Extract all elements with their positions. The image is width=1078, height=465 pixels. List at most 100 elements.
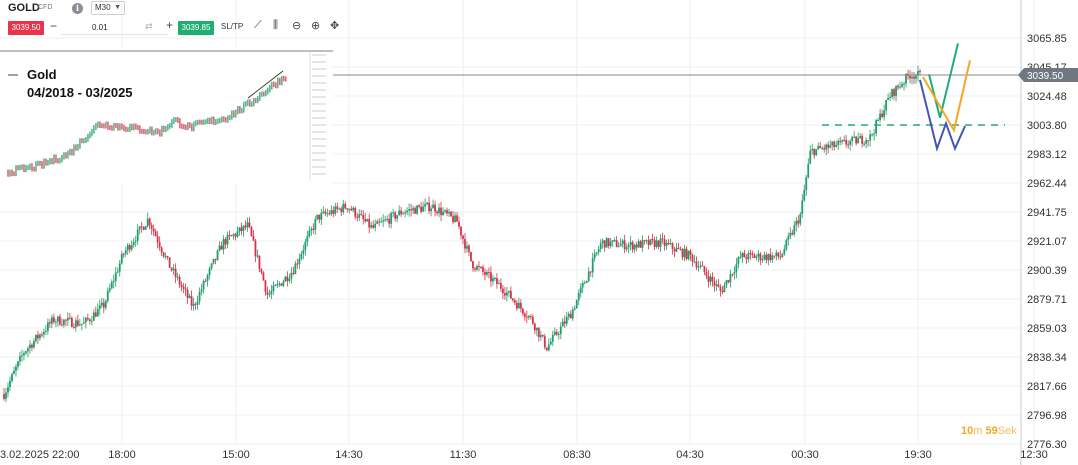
candle-body bbox=[833, 141, 836, 147]
candle-body bbox=[240, 227, 243, 231]
candle-body bbox=[96, 309, 99, 317]
candle-body bbox=[454, 215, 456, 223]
candle-body bbox=[298, 258, 301, 264]
candle-body bbox=[134, 240, 137, 242]
candle-body bbox=[378, 221, 381, 223]
price-tick-label: 2941.75 bbox=[1027, 207, 1067, 219]
candle-body bbox=[160, 247, 163, 253]
candle-body bbox=[194, 303, 197, 305]
candle-body bbox=[919, 70, 921, 72]
candle-body bbox=[180, 284, 183, 287]
candle-body bbox=[507, 290, 510, 293]
candle-body bbox=[739, 257, 742, 259]
quantity-input[interactable]: 0.01 bbox=[61, 21, 168, 35]
candle-body bbox=[220, 245, 223, 250]
candle-body bbox=[531, 316, 534, 324]
candle-body bbox=[490, 272, 492, 282]
candle-body bbox=[186, 290, 189, 298]
candle-body bbox=[344, 203, 347, 209]
candle-body bbox=[488, 272, 490, 274]
candle-body bbox=[58, 316, 61, 325]
candle-body bbox=[913, 76, 915, 79]
candle-body bbox=[484, 271, 486, 275]
sell-button[interactable]: 3039.50 bbox=[8, 21, 44, 35]
candle-body bbox=[66, 317, 69, 321]
candle-body bbox=[166, 256, 169, 258]
candle-body bbox=[607, 238, 610, 246]
candle-body bbox=[725, 280, 728, 286]
candle-body bbox=[751, 253, 754, 255]
candle-body bbox=[228, 235, 231, 237]
candle-body bbox=[755, 256, 758, 259]
candle-body bbox=[70, 317, 73, 327]
price-tick-label: 3065.85 bbox=[1027, 33, 1067, 45]
buy-button[interactable]: 3039.85 bbox=[178, 21, 214, 35]
candle-body bbox=[757, 253, 760, 257]
candle-body bbox=[200, 289, 203, 292]
candle-body bbox=[130, 245, 133, 250]
candle-body bbox=[693, 261, 696, 263]
candle-body bbox=[382, 220, 385, 222]
timeframe-select[interactable]: M30 ▼ bbox=[91, 1, 125, 15]
crosshair-icon[interactable]: ✥ bbox=[330, 20, 340, 32]
candle-body bbox=[494, 278, 496, 280]
candle-body bbox=[713, 281, 716, 286]
candle-body bbox=[222, 239, 225, 250]
candle-body bbox=[462, 235, 464, 239]
info-icon[interactable]: i bbox=[72, 3, 83, 14]
chart-type-icon[interactable]: ⟋ bbox=[254, 19, 262, 31]
candle-body bbox=[589, 271, 592, 273]
candle-body bbox=[276, 283, 279, 286]
candle-body bbox=[703, 266, 706, 273]
candle-body bbox=[302, 250, 305, 254]
candle-body bbox=[887, 97, 889, 101]
candle-body bbox=[330, 210, 333, 215]
candle-body bbox=[795, 220, 798, 226]
candle-body bbox=[853, 136, 856, 138]
candle-body bbox=[533, 323, 536, 331]
indicators-icon[interactable]: ⫼ bbox=[273, 19, 279, 31]
candle-body bbox=[364, 218, 367, 222]
candle-body bbox=[7, 387, 9, 393]
candle-body bbox=[290, 272, 293, 279]
candle-body bbox=[889, 96, 891, 98]
candle-body bbox=[563, 321, 566, 324]
sltp-button[interactable]: SL/TP bbox=[221, 22, 244, 31]
candle-body bbox=[466, 245, 468, 249]
trade-toolbar: GOLD CFD i M30 ▼ 3039.50 − 0.01 ⇄ + 3039… bbox=[0, 0, 400, 48]
candle-body bbox=[470, 251, 472, 262]
zoom-out-icon[interactable]: ⊖ bbox=[292, 20, 302, 32]
candle-body bbox=[803, 189, 806, 201]
candle-body bbox=[396, 215, 399, 219]
zoom-in-icon[interactable]: ⊕ bbox=[311, 20, 321, 32]
candle-body bbox=[13, 370, 15, 374]
candle-body bbox=[402, 213, 405, 215]
candle-body bbox=[406, 210, 409, 213]
candle-body bbox=[328, 213, 331, 215]
candle-body bbox=[623, 240, 626, 250]
scenario-line bbox=[922, 60, 971, 134]
candle-body bbox=[190, 296, 193, 306]
candle-body bbox=[809, 150, 812, 164]
candle-body bbox=[523, 313, 526, 317]
candle-body bbox=[825, 144, 828, 150]
price-tick-label: 2817.66 bbox=[1027, 381, 1067, 393]
decrease-quantity-icon[interactable]: − bbox=[50, 19, 58, 33]
candle-body bbox=[917, 70, 919, 76]
price-tick-label: 2983.12 bbox=[1027, 149, 1067, 161]
candle-body bbox=[78, 324, 81, 326]
candle-body bbox=[336, 206, 339, 209]
candle-body bbox=[126, 245, 129, 251]
candle-body bbox=[761, 258, 764, 261]
symbol-label[interactable]: GOLD bbox=[8, 2, 40, 14]
candle-body bbox=[575, 300, 578, 309]
candle-body bbox=[212, 258, 215, 264]
swap-icon[interactable]: ⇄ bbox=[145, 21, 153, 31]
increase-quantity-icon[interactable]: + bbox=[166, 18, 174, 32]
candle-body bbox=[400, 210, 403, 215]
time-tick-label: 18:00 bbox=[108, 449, 136, 461]
candle-body bbox=[230, 235, 233, 237]
candle-body bbox=[64, 319, 67, 321]
candle-body bbox=[893, 89, 895, 96]
